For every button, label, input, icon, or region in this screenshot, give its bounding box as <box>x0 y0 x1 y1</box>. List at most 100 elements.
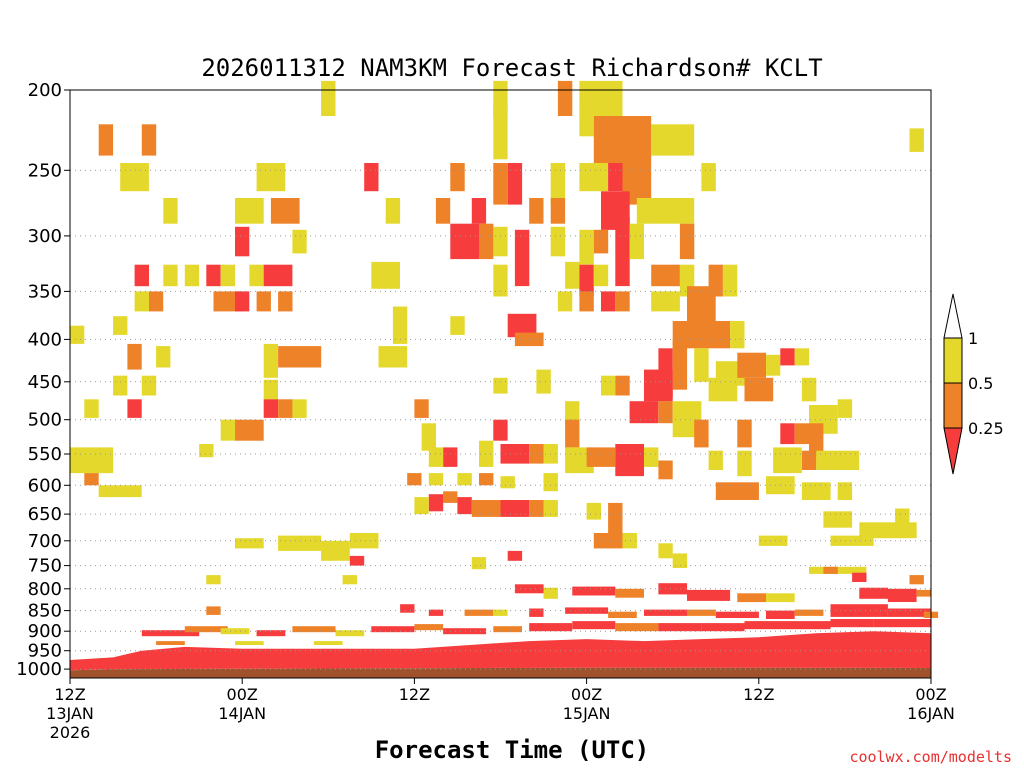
ri-cell <box>565 419 580 448</box>
ri-cell <box>715 611 759 618</box>
ri-cell <box>837 482 853 500</box>
ri-cell <box>608 611 637 618</box>
ri-cell <box>651 291 680 312</box>
ri-cell <box>615 375 630 396</box>
ri-cell <box>235 291 250 312</box>
y-tick-label: 400 <box>28 329 62 350</box>
ri-cell <box>651 264 680 287</box>
ri-cell <box>529 500 544 517</box>
ri-cell <box>435 198 451 224</box>
ri-cell <box>801 482 831 500</box>
ri-cell <box>371 261 400 289</box>
x-tick-label: 12Z <box>399 685 430 704</box>
ri-cell <box>773 447 802 474</box>
ri-cell <box>70 447 114 474</box>
ri-cell <box>715 482 759 500</box>
ri-cell <box>141 375 157 396</box>
ri-cell <box>479 473 494 486</box>
ri-cell <box>615 291 630 312</box>
legend-swatch-yellow <box>943 337 963 384</box>
ri-cell <box>601 375 616 396</box>
ri-cell <box>493 163 508 205</box>
ri-cell <box>586 447 616 467</box>
ri-cell <box>127 343 142 370</box>
ri-cell <box>622 533 637 549</box>
ri-cell <box>801 450 817 470</box>
ri-cell <box>256 291 271 312</box>
x-tick-year: 2026 <box>50 723 91 742</box>
ri-cell <box>766 610 795 619</box>
ri-cell <box>113 316 128 335</box>
ri-cell <box>256 163 286 192</box>
ri-cell <box>428 473 444 486</box>
ri-cell <box>887 588 917 602</box>
ri-cell <box>550 198 566 224</box>
ri-cell <box>780 423 795 445</box>
ri-cell <box>801 377 817 402</box>
ri-cell <box>608 163 623 192</box>
ri-cell <box>278 535 322 551</box>
ri-cell <box>794 423 810 445</box>
ri-cell <box>766 593 795 603</box>
x-tick-label: 00Z <box>227 685 258 704</box>
ri-cell <box>450 316 465 335</box>
ri-cell <box>636 198 666 224</box>
ri-cell <box>672 553 688 568</box>
ri-cell <box>601 291 616 312</box>
ri-cell <box>744 377 774 402</box>
ri-cell <box>579 80 623 116</box>
ri-cell <box>658 583 688 595</box>
y-axis: 200 250 300 350 400 450 500 550 600 650 700 7508008… <box>16 80 70 680</box>
ri-cell <box>529 444 544 464</box>
ri-cell <box>514 584 544 594</box>
ri-cell <box>235 226 250 257</box>
ri-cell <box>895 508 910 531</box>
ri-cell <box>84 473 99 486</box>
y-tick-label: 450 <box>28 372 62 393</box>
ri-cell <box>557 80 573 116</box>
x-tick-date: 16JAN <box>907 704 955 723</box>
y-tick-label: 900 <box>28 621 62 642</box>
y-tick-label: 950 <box>28 641 62 662</box>
ri-cell <box>471 198 487 224</box>
ri-cell <box>156 641 185 645</box>
ri-cell <box>256 630 286 637</box>
ri-cell <box>479 223 494 260</box>
legend-swatch-orange <box>943 382 963 429</box>
ri-cell <box>148 291 164 312</box>
ri-cell <box>249 264 264 287</box>
ri-cell <box>593 264 609 287</box>
ri-cell <box>120 163 149 192</box>
ri-cell <box>428 447 444 467</box>
ri-cell <box>500 500 530 517</box>
ri-cell <box>335 630 365 637</box>
ri-cell <box>837 399 853 418</box>
ri-cell <box>909 128 924 152</box>
ri-cell <box>457 497 472 515</box>
ri-cell <box>479 440 494 467</box>
ri-cell <box>687 609 716 616</box>
ri-cell <box>507 163 523 205</box>
ri-cell <box>263 343 278 378</box>
ri-cell <box>859 587 888 599</box>
ri-cell <box>529 608 544 617</box>
y-tick-label: 1000 <box>16 659 62 680</box>
y-tick-label: 750 <box>28 556 62 577</box>
ri-cell <box>572 621 616 630</box>
ri-cell <box>909 575 924 585</box>
ri-cell <box>450 223 479 260</box>
ri-cell <box>414 624 444 631</box>
x-tick-label: 00Z <box>915 685 946 704</box>
ri-cell <box>263 264 293 287</box>
ri-cell <box>737 419 752 448</box>
ri-cell <box>493 419 508 441</box>
ri-cell <box>809 423 824 458</box>
ri-cell <box>687 286 716 326</box>
ri-cell <box>794 348 810 366</box>
ri-cell <box>579 264 594 297</box>
ri-cell <box>500 476 515 489</box>
ri-cell <box>823 511 853 528</box>
ri-cell <box>313 641 343 645</box>
y-tick-label: 250 <box>28 160 62 181</box>
legend-swatch-white <box>943 293 963 339</box>
